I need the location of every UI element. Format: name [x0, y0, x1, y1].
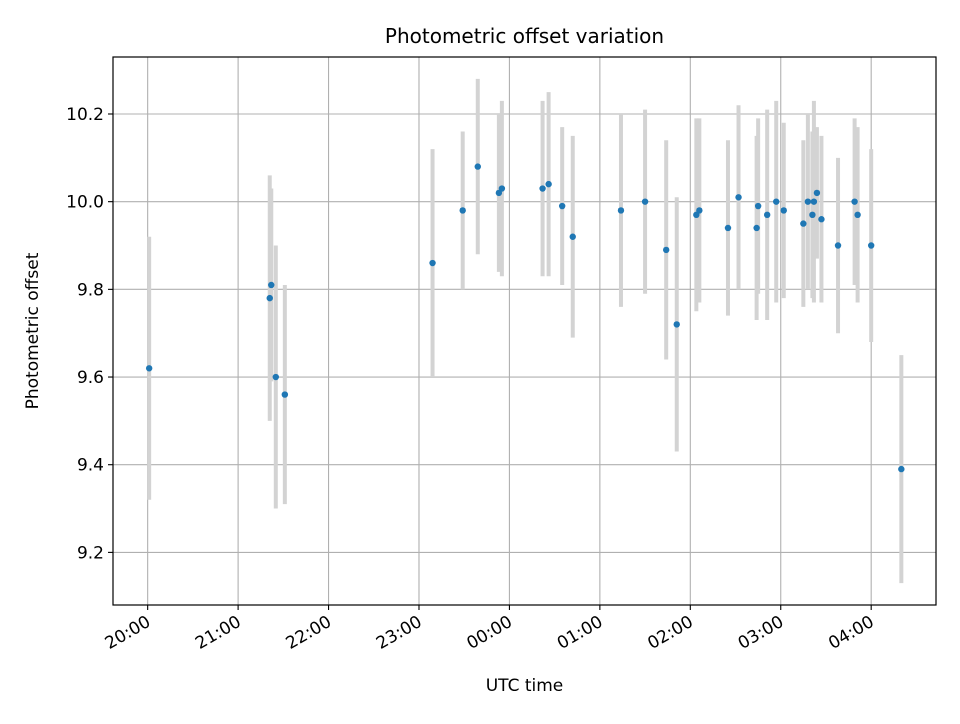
data-point — [145, 365, 153, 372]
data-point — [272, 373, 279, 381]
grid — [113, 57, 936, 605]
data-point — [763, 211, 771, 219]
data-points — [145, 163, 905, 473]
data-point — [834, 242, 842, 249]
data-point — [569, 233, 576, 240]
data-point — [474, 163, 481, 170]
data-point — [281, 391, 289, 398]
data-point — [539, 185, 546, 192]
data-point — [724, 224, 732, 232]
data-point — [809, 211, 816, 219]
data-point — [773, 198, 780, 205]
y-tick-label: 9.8 — [77, 280, 104, 300]
data-point — [429, 259, 436, 267]
y-tick-label: 9.2 — [77, 543, 104, 563]
data-point — [558, 202, 566, 210]
data-point — [459, 207, 466, 214]
data-point — [800, 220, 807, 227]
data-point — [854, 211, 861, 219]
data-point — [268, 281, 275, 289]
data-point — [662, 246, 670, 254]
data-point — [673, 321, 680, 328]
data-point — [810, 198, 818, 205]
y-tick-label: 10.2 — [66, 105, 104, 125]
data-point — [780, 207, 787, 214]
data-point — [641, 198, 649, 205]
plot-area-frame — [112, 56, 937, 606]
data-point — [266, 294, 273, 302]
data-point — [898, 465, 905, 473]
data-point — [498, 185, 506, 192]
x-axis-label: UTC time — [486, 676, 564, 696]
data-point — [813, 189, 821, 197]
y-tick-label: 10.0 — [66, 193, 104, 213]
data-point — [696, 207, 703, 214]
data-point — [545, 180, 552, 188]
data-point — [867, 242, 875, 249]
data-point — [804, 198, 812, 205]
data-point — [753, 224, 760, 232]
y-tick-label: 9.4 — [77, 456, 104, 476]
data-point — [617, 207, 625, 214]
chart-title: Photometric offset variation — [385, 24, 664, 48]
y-axis: 9.2 9.4 9.6 9.8 10.0 10.2 — [66, 105, 113, 563]
y-tick-label: 9.6 — [77, 368, 104, 388]
data-point — [735, 194, 742, 201]
y-axis-label: Photometric offset — [23, 252, 43, 409]
data-point — [754, 202, 762, 210]
data-point — [851, 198, 858, 205]
data-point — [818, 216, 825, 223]
